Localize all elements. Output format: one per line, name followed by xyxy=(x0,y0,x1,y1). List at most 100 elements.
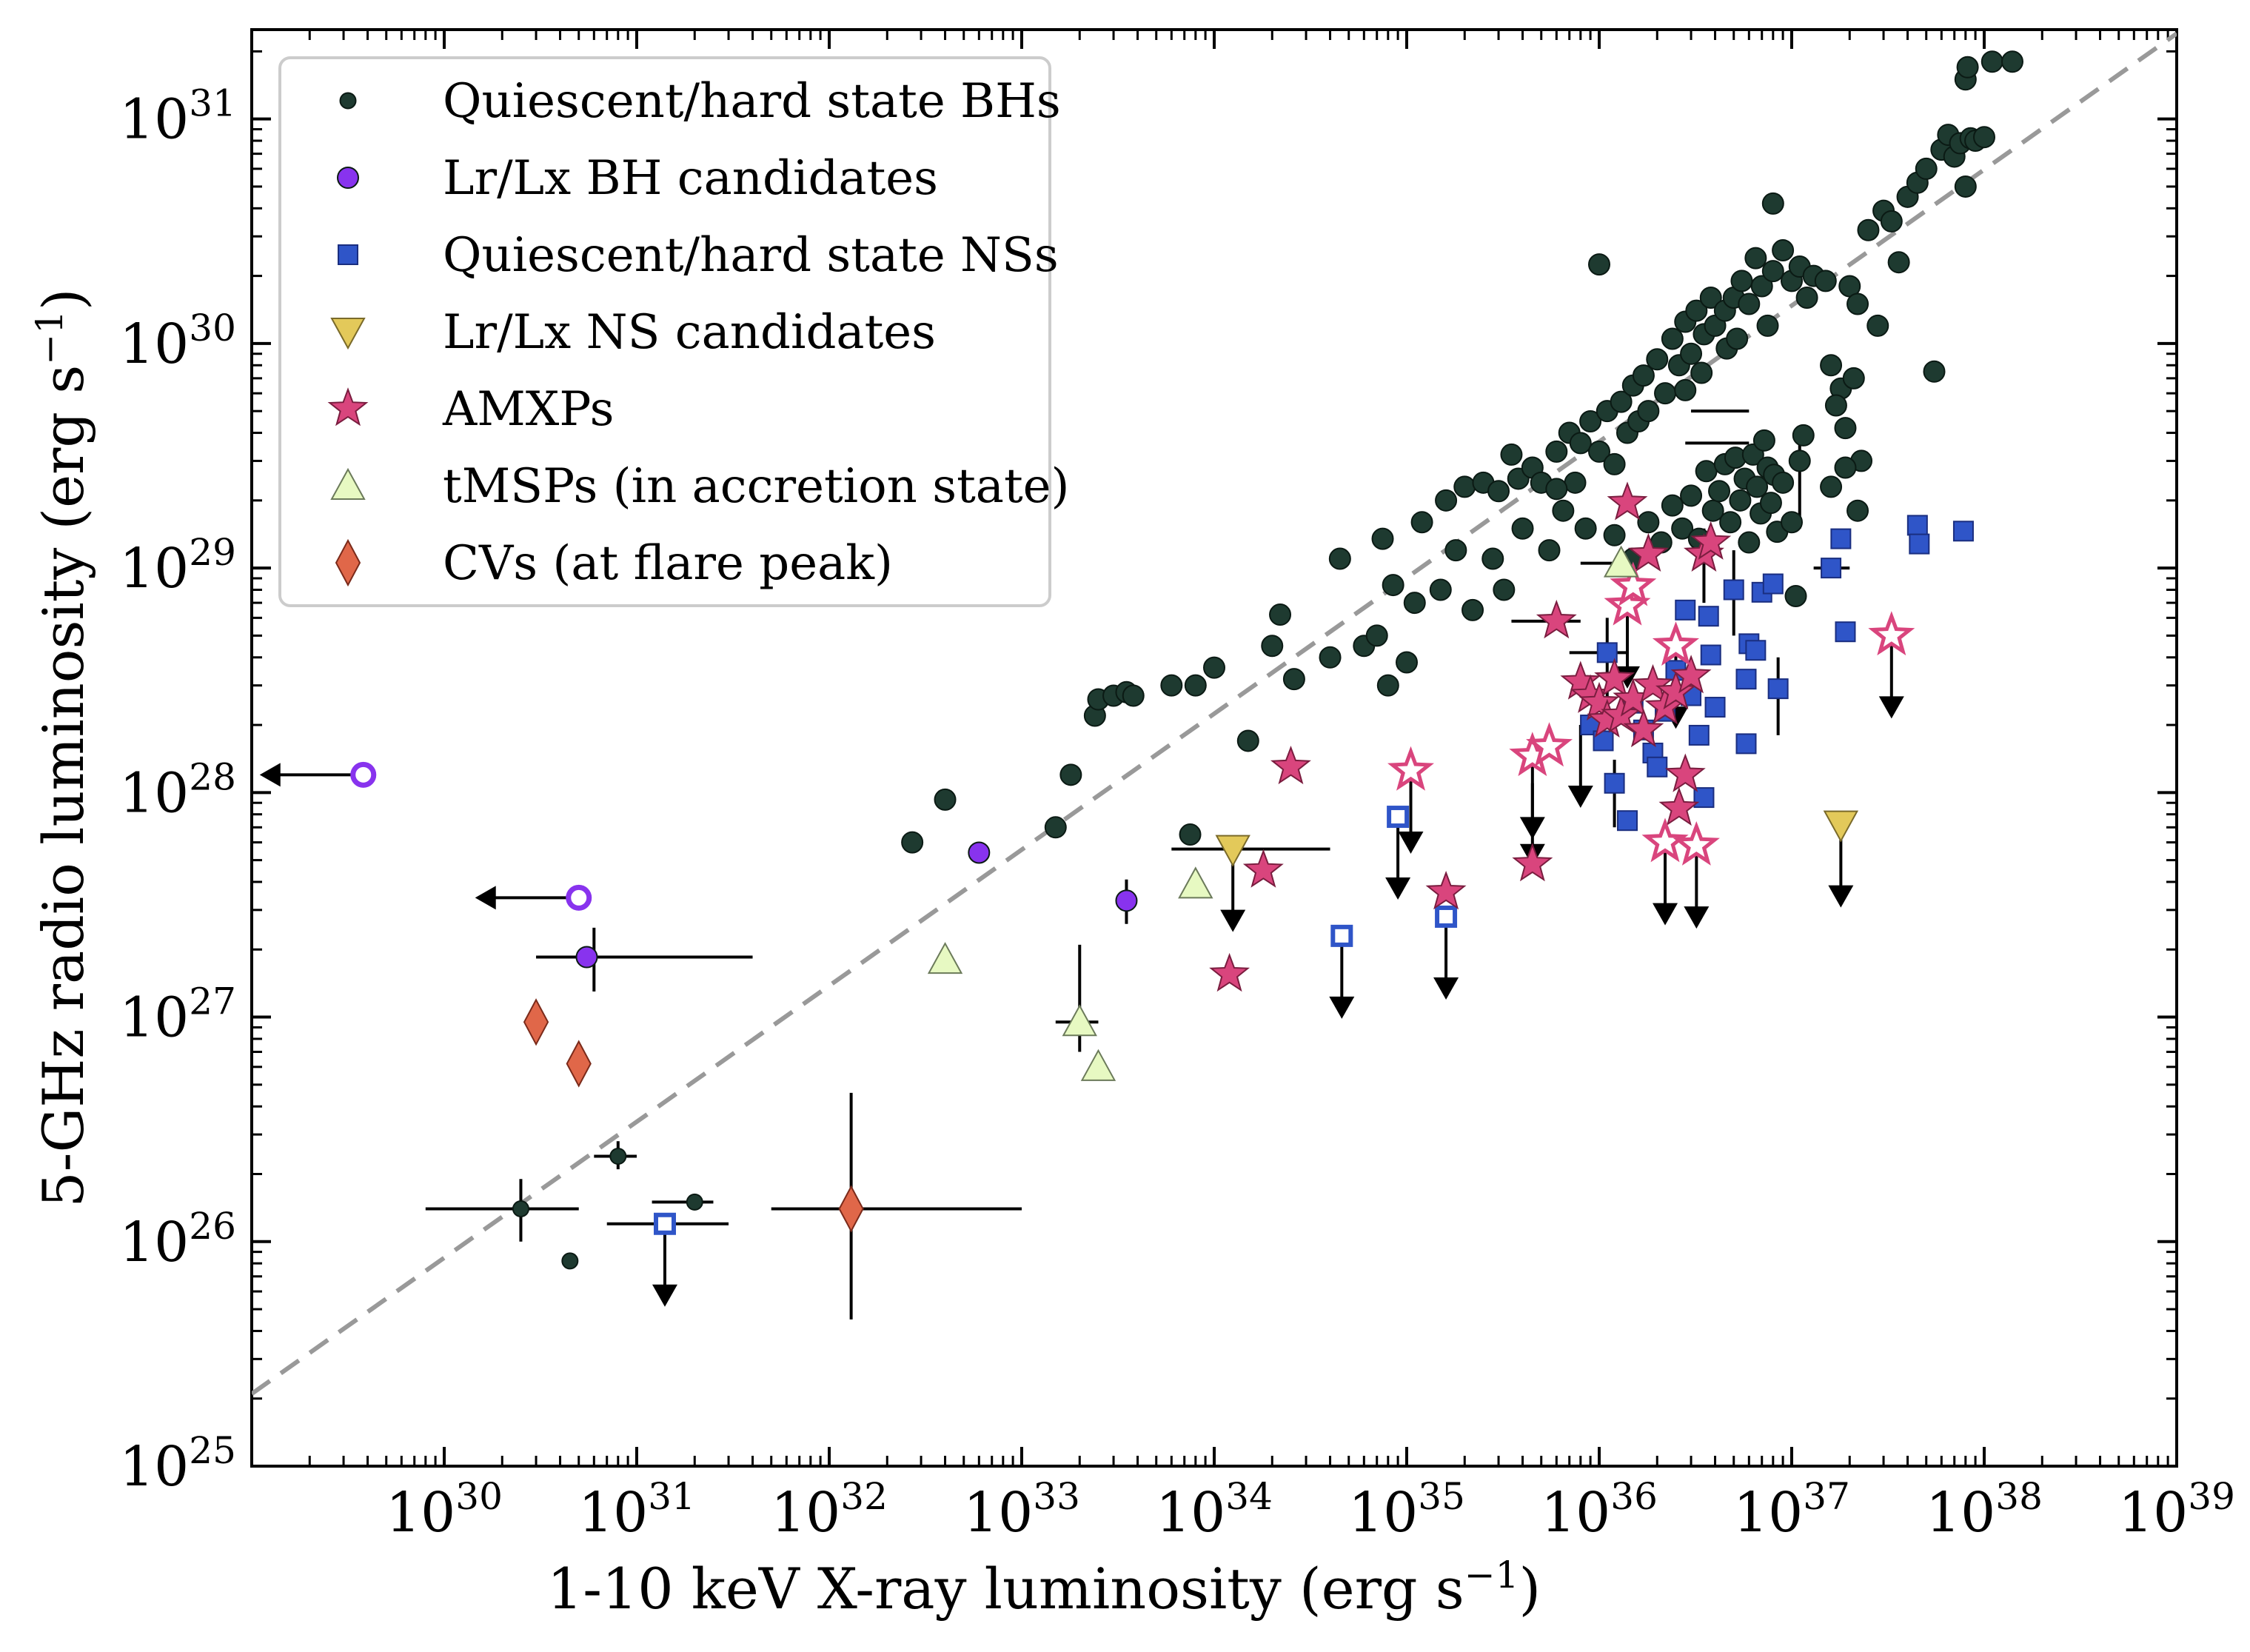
data-point xyxy=(1160,674,1183,697)
legend-items: Quiescent/hard state BHs Lr/Lx BH candida… xyxy=(327,74,1070,591)
data-point xyxy=(523,998,549,1046)
series-triangle-down xyxy=(1215,810,1859,867)
data-point xyxy=(1512,843,1553,882)
data-point xyxy=(1661,327,1684,350)
data-point xyxy=(1637,400,1660,423)
data-point xyxy=(1536,599,1577,639)
upper-limit-arrowhead xyxy=(1567,786,1593,809)
data-point xyxy=(1670,655,1712,694)
data-point xyxy=(1700,644,1721,666)
data-point xyxy=(1729,489,1752,512)
y-tick-label: 1025 xyxy=(119,1429,236,1499)
data-point xyxy=(1767,678,1789,700)
data-point xyxy=(1396,651,1418,674)
data-point xyxy=(1752,429,1775,452)
data-point xyxy=(1830,528,1852,549)
data-point xyxy=(927,942,963,974)
data-point xyxy=(1637,511,1660,534)
legend-label: AMXPs xyxy=(442,382,615,437)
series-star xyxy=(1209,481,1732,992)
data-point xyxy=(1574,517,1597,540)
data-point xyxy=(1607,481,1648,521)
data-point xyxy=(1674,378,1697,401)
data-point xyxy=(1735,733,1757,755)
data-point xyxy=(1680,484,1703,507)
data-point xyxy=(1435,905,1458,928)
legend-label: Lr/Lx NS candidates xyxy=(443,305,936,360)
legend-marker xyxy=(327,387,369,427)
data-points xyxy=(350,50,2023,1270)
data-point xyxy=(1909,533,1930,555)
data-point xyxy=(1044,816,1067,839)
data-point xyxy=(1708,480,1731,503)
data-point xyxy=(1723,579,1744,601)
data-point xyxy=(1835,621,1856,643)
series-circle xyxy=(512,50,2023,1270)
data-point xyxy=(901,831,924,854)
data-point xyxy=(1178,866,1213,899)
y-tick-label: 1026 xyxy=(119,1205,236,1274)
data-point xyxy=(566,884,592,911)
data-point xyxy=(1545,440,1568,463)
data-point xyxy=(1593,730,1614,752)
data-point xyxy=(1387,746,1434,791)
data-point xyxy=(1673,821,1720,866)
y-tick-label: 1031 xyxy=(119,82,236,152)
data-point xyxy=(1610,390,1633,413)
data-point xyxy=(1569,432,1592,455)
data-point xyxy=(1735,669,1757,690)
data-point xyxy=(2000,50,2023,73)
data-point xyxy=(1690,361,1713,384)
x-limit-arrowhead xyxy=(475,886,496,910)
x-axis-label: 1-10 keV X-ray luminosity (erg s−1) xyxy=(547,1554,1541,1622)
data-point xyxy=(1579,410,1602,433)
data-point xyxy=(686,1193,703,1211)
data-point xyxy=(1866,314,1889,337)
legend-box xyxy=(278,56,1051,607)
data-point xyxy=(1425,871,1467,910)
data-point xyxy=(1956,56,1979,78)
data-point xyxy=(1704,697,1726,718)
x-tick-label: 1031 xyxy=(578,1475,695,1545)
data-point xyxy=(1834,417,1857,440)
data-point xyxy=(1487,480,1510,503)
data-point xyxy=(1654,382,1677,405)
data-point xyxy=(1616,810,1638,832)
series-diamond xyxy=(523,998,864,1233)
series-star-open xyxy=(1387,561,1915,866)
data-point xyxy=(1868,611,1915,656)
data-point xyxy=(1365,624,1388,647)
data-point xyxy=(1795,286,1818,309)
data-point xyxy=(1623,708,1664,748)
x-tick-label: 1033 xyxy=(963,1475,1080,1545)
data-point xyxy=(1695,460,1718,483)
data-point xyxy=(1632,663,1673,703)
legend-marker xyxy=(335,538,361,587)
data-point xyxy=(1453,475,1476,498)
data-point xyxy=(1746,475,1769,498)
data-point xyxy=(1699,286,1722,309)
x-tick-label: 1034 xyxy=(1156,1475,1273,1545)
data-point xyxy=(1823,810,1859,843)
data-point xyxy=(1820,354,1843,377)
y-axis-label: 5-GHz radio luminosity (erg s−1) xyxy=(28,288,96,1207)
data-point xyxy=(1781,511,1803,534)
data-point xyxy=(1842,367,1865,389)
upper-limit-arrowhead xyxy=(1878,696,1904,719)
data-point xyxy=(1824,394,1847,417)
data-point xyxy=(1745,640,1767,661)
data-point xyxy=(1887,251,1910,274)
upper-limit-arrowhead xyxy=(1653,903,1678,926)
upper-limit-arrowhead xyxy=(1433,977,1459,1000)
x-tick-label: 1030 xyxy=(386,1475,503,1545)
data-point xyxy=(1688,724,1710,746)
x-tick-label: 1037 xyxy=(1733,1475,1850,1545)
data-point xyxy=(1646,348,1669,371)
data-point xyxy=(934,788,957,811)
upper-limit-arrowhead xyxy=(652,1284,677,1307)
legend-label: CVs (at flare peak) xyxy=(443,536,893,591)
data-point xyxy=(1658,786,1700,826)
data-point xyxy=(1730,270,1753,292)
data-point xyxy=(1759,492,1782,515)
